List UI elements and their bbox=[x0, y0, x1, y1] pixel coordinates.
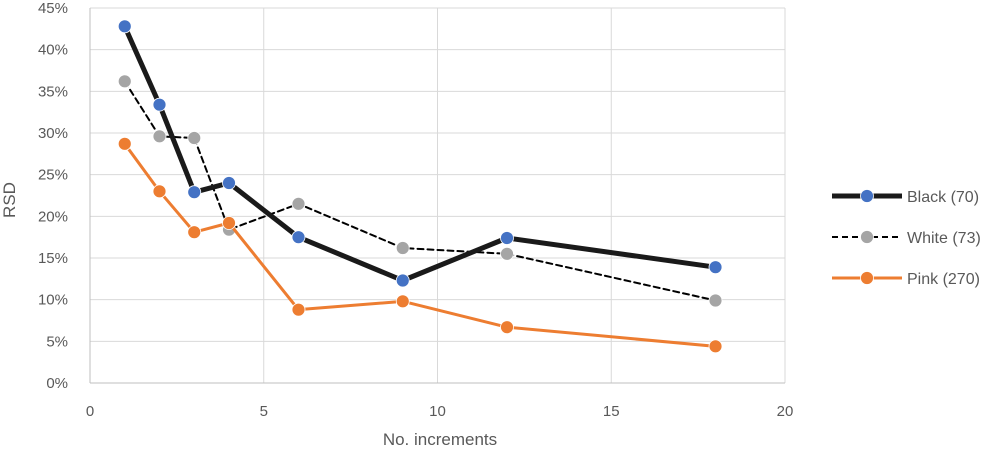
data-point bbox=[152, 184, 167, 199]
data-point bbox=[152, 97, 167, 112]
data-point bbox=[187, 131, 202, 145]
data-point bbox=[291, 302, 306, 317]
y-tick-label: 5% bbox=[46, 333, 68, 350]
x-tick-label: 5 bbox=[260, 403, 268, 420]
data-point bbox=[708, 339, 723, 354]
legend-swatch-marker bbox=[860, 230, 874, 244]
series-group bbox=[117, 19, 723, 354]
y-tick-label: 15% bbox=[38, 250, 68, 267]
y-tick-label: 25% bbox=[38, 167, 68, 184]
y-tick-label: 30% bbox=[38, 125, 68, 142]
series-black bbox=[117, 19, 723, 288]
data-point bbox=[395, 294, 410, 309]
y-tick-label: 10% bbox=[38, 292, 68, 309]
y-axis-title: RSD bbox=[0, 182, 19, 218]
data-point bbox=[500, 320, 514, 335]
legend-item: Black (70) bbox=[832, 189, 979, 206]
x-tick-label: 20 bbox=[777, 403, 794, 420]
data-point bbox=[708, 293, 723, 308]
legend-item: Pink (270) bbox=[832, 271, 980, 288]
data-point bbox=[117, 136, 132, 151]
legend-swatch-marker bbox=[860, 189, 874, 203]
tick-labels: 0% 5% 10% 15% 20% 25% 30% 35% 40% 45% 0 5 10 15 20 bbox=[38, 0, 793, 420]
data-point bbox=[708, 260, 723, 275]
data-point bbox=[117, 74, 132, 89]
y-tick-label: 35% bbox=[38, 83, 68, 100]
y-tick-label: 20% bbox=[38, 208, 68, 225]
x-tick-label: 10 bbox=[429, 403, 446, 420]
x-tick-label: 0 bbox=[86, 403, 94, 420]
legend: Black (70) White (73) Pink (270) bbox=[832, 189, 981, 288]
data-point bbox=[500, 246, 514, 261]
data-point bbox=[187, 185, 202, 200]
y-tick-label: 45% bbox=[38, 0, 68, 17]
series-pink bbox=[117, 136, 723, 354]
x-tick-label: 15 bbox=[603, 403, 620, 420]
x-axis-title: No. increments bbox=[383, 430, 497, 449]
legend-label: Pink (270) bbox=[907, 271, 980, 288]
data-point bbox=[395, 273, 410, 288]
series-line bbox=[122, 23, 718, 283]
series-white bbox=[117, 74, 723, 308]
data-point bbox=[222, 176, 236, 190]
data-point bbox=[291, 230, 306, 245]
y-tick-label: 0% bbox=[46, 375, 68, 392]
series-line bbox=[123, 80, 717, 302]
series-line bbox=[123, 142, 717, 348]
data-point bbox=[395, 241, 410, 255]
data-point bbox=[500, 231, 514, 245]
data-point bbox=[222, 216, 236, 230]
data-point bbox=[117, 19, 132, 34]
data-point bbox=[187, 225, 202, 240]
legend-item: White (73) bbox=[832, 230, 981, 247]
legend-swatch-marker bbox=[860, 271, 874, 285]
data-point bbox=[152, 129, 167, 144]
data-point bbox=[291, 196, 306, 211]
legend-label: White (73) bbox=[907, 230, 981, 247]
legend-label: Black (70) bbox=[907, 189, 979, 206]
y-tick-label: 40% bbox=[38, 42, 68, 59]
axes bbox=[89, 8, 785, 384]
